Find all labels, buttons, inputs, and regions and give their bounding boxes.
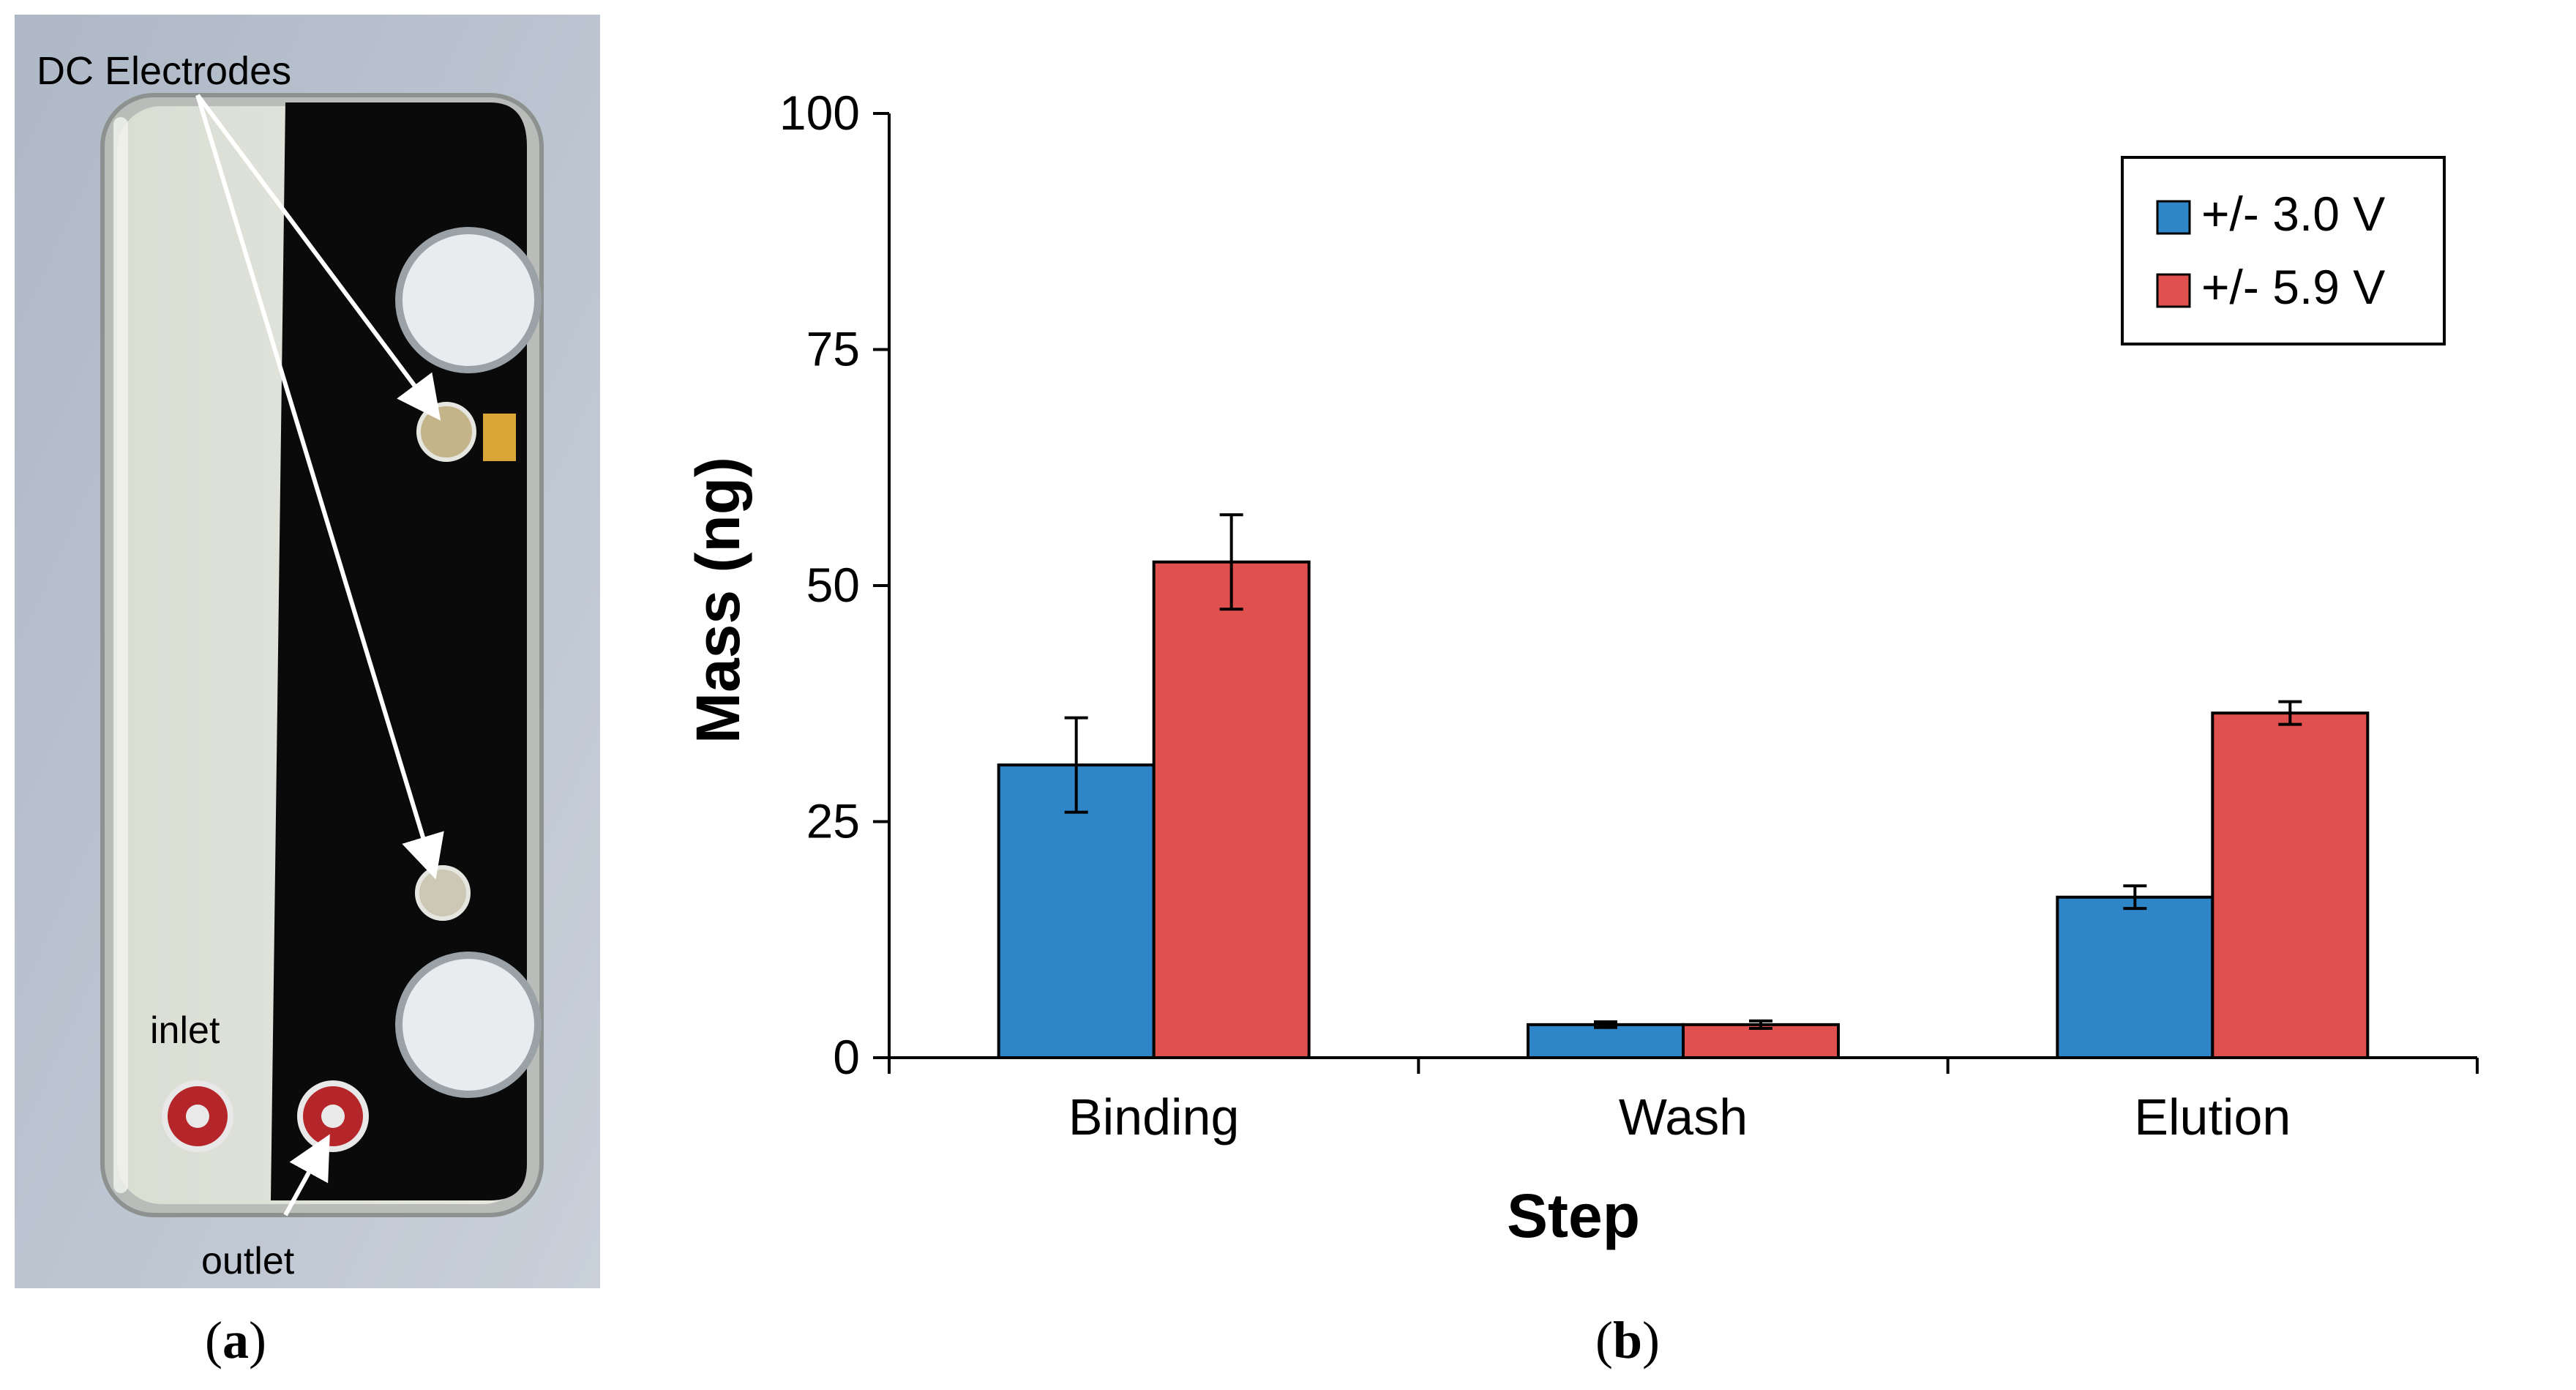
legend-swatch-series2	[2156, 273, 2191, 308]
x-tick-label: Binding	[1068, 1088, 1240, 1146]
upper-port	[395, 227, 542, 373]
label-dc-electrodes: DC Electrodes	[37, 49, 291, 93]
bar-wash-series2	[1682, 1023, 1840, 1059]
label-outlet: outlet	[201, 1240, 295, 1282]
bar-wash-series1	[1527, 1023, 1685, 1059]
black-electrode-layer	[271, 102, 527, 1200]
legend-box	[2121, 156, 2446, 345]
lower-port	[395, 952, 542, 1098]
bar-binding-series2	[1152, 560, 1311, 1059]
x-tick-label: Wash	[1619, 1088, 1748, 1146]
y-tick-label: 100	[779, 86, 860, 140]
outlet-hole	[321, 1105, 345, 1128]
device-edge-highlight	[113, 117, 128, 1193]
x-tick-label: Elution	[2134, 1088, 2291, 1146]
bar-elution-series1	[2056, 895, 2214, 1059]
device-photo: DC Electrodes inlet outlet	[15, 15, 600, 1288]
x-axis-title: Step	[1507, 1181, 1640, 1250]
arrow-electrode-lower	[195, 94, 444, 880]
lower-electrode	[415, 865, 471, 921]
caption-a: (a)	[205, 1311, 266, 1370]
bar-chart: 0 25 50 75 100 Binding Wash Elution +/- 3.0 V +/…	[684, 86, 2479, 1250]
legend-label-series2: +/- 5.9 V	[2201, 260, 2385, 314]
caption-b: (b)	[1595, 1311, 1660, 1370]
y-axis-title: Mass (ng)	[684, 457, 752, 744]
upper-electrode	[416, 402, 476, 462]
inlet-hole	[186, 1105, 209, 1128]
gold-contact	[483, 414, 516, 461]
bar-elution-series2	[2211, 711, 2370, 1060]
y-tick-label: 25	[806, 794, 860, 848]
legend-label-series1: +/- 3.0 V	[2201, 187, 2385, 241]
y-tick-label: 50	[806, 558, 860, 612]
caption-a-letter: a	[222, 1311, 249, 1370]
legend-swatch-series1	[2156, 200, 2191, 235]
y-tick-label: 0	[833, 1030, 860, 1084]
arrow-electrode-upper	[195, 94, 441, 421]
label-inlet: inlet	[150, 1009, 220, 1052]
y-tick-label: 75	[806, 322, 860, 376]
arrow-outlet	[283, 1134, 330, 1217]
caption-b-letter: b	[1612, 1311, 1643, 1370]
